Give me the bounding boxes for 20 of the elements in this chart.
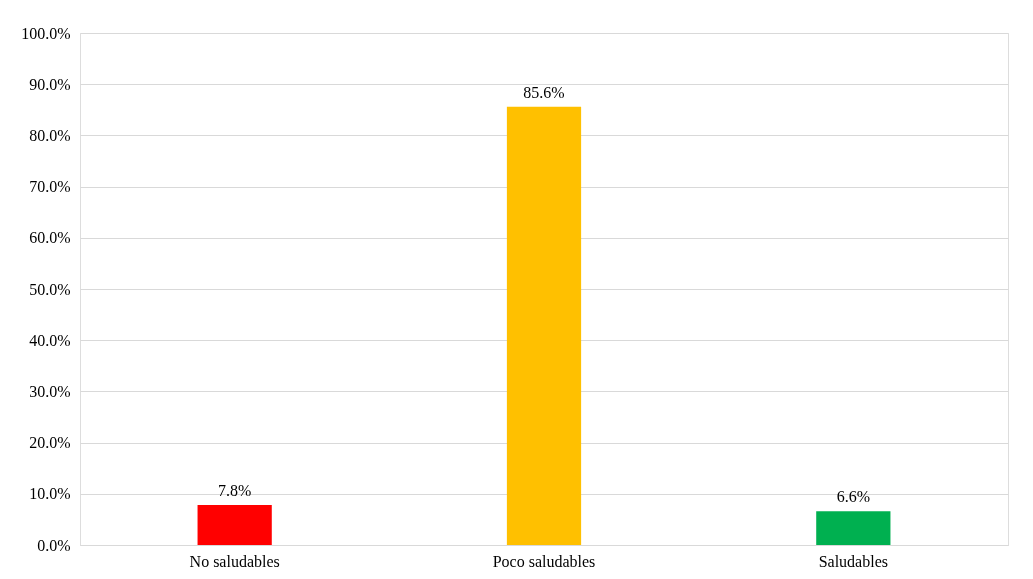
bar bbox=[197, 505, 272, 545]
y-tick-label: 60.0% bbox=[29, 229, 71, 247]
bar bbox=[506, 106, 582, 545]
y-tick-label: 90.0% bbox=[29, 75, 71, 93]
y-tick-label: 30.0% bbox=[29, 382, 71, 400]
data-label: 85.6% bbox=[523, 83, 565, 101]
data-label: 7.8% bbox=[218, 482, 252, 500]
x-tick-label: Saludables bbox=[818, 552, 888, 570]
bar bbox=[816, 511, 891, 545]
y-tick-label: 100.0% bbox=[21, 24, 71, 42]
y-tick-label: 80.0% bbox=[29, 126, 71, 144]
x-tick-label: Poco saludables bbox=[492, 552, 596, 570]
y-tick-label: 0.0% bbox=[37, 536, 71, 554]
y-tick-label: 70.0% bbox=[29, 178, 71, 196]
y-tick-label: 50.0% bbox=[29, 280, 71, 298]
y-tick-label: 10.0% bbox=[29, 485, 71, 503]
y-tick-label: 40.0% bbox=[29, 331, 71, 349]
data-label: 6.6% bbox=[836, 488, 870, 506]
x-tick-label: No saludables bbox=[189, 552, 280, 570]
y-tick-label: 20.0% bbox=[29, 434, 71, 452]
